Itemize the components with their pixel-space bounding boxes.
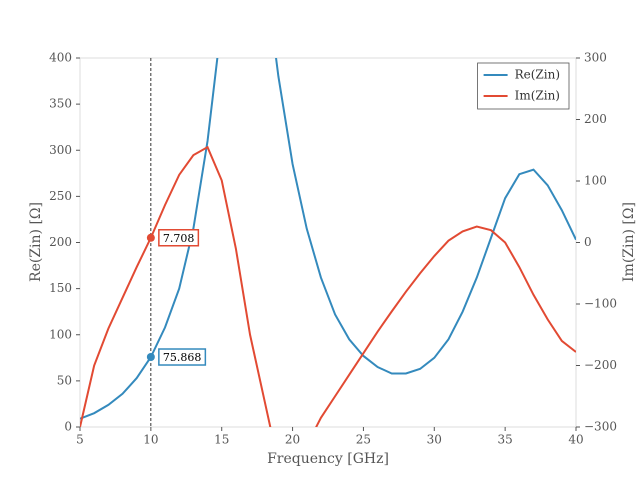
legend-label: Im(Zin) [515,89,560,103]
y-tick-label: 50 [57,373,72,387]
x-tick-label: 25 [356,433,371,447]
annotation: 75.868 [163,351,202,364]
plot-frame [79,57,577,428]
y-tick-label: 150 [49,281,72,295]
legend-label: Re(Zin) [515,68,560,82]
y2-tick-label: −100 [584,297,617,311]
x-tick-label: 30 [427,433,442,447]
marker [146,233,155,242]
legend: Re(Zin) Im(Zin) [477,62,570,110]
y2-tick-label: −200 [584,358,617,372]
y-tick-label: 300 [49,143,72,157]
legend-frame [477,62,570,110]
y2-tick-label: 100 [584,174,607,188]
series-line [80,145,576,427]
annotation: 7.708 [163,232,195,245]
y-axis-label: Re(Zin) [Ω] [28,202,44,282]
x-axis-label: Frequency [GHz] [267,451,389,467]
x-tick-label: 35 [498,433,513,447]
y2-axis-label: Im(Zin) [Ω] [621,202,637,282]
x-tick-label: 10 [143,433,158,447]
x-tick-label: 40 [568,433,583,447]
y2-tick-label: 300 [584,51,607,65]
y-tick-label: 100 [49,327,72,341]
annotation-box [158,229,200,247]
x-tick-label: 15 [214,433,229,447]
x-tick-label: 20 [285,433,300,447]
y2-tick-label: 0 [584,235,592,249]
annotation-box [158,348,207,366]
y2-tick-label: 200 [584,112,607,126]
marker [146,353,155,362]
y2-tick-label: −300 [584,420,617,434]
y-tick-label: 350 [49,97,72,111]
y-tick-label: 400 [49,51,72,65]
y-tick-label: 0 [64,420,72,434]
plot-area [80,58,576,427]
x-tick-label: 5 [76,433,84,447]
y-tick-label: 200 [49,235,72,249]
y-tick-label: 250 [49,189,72,203]
